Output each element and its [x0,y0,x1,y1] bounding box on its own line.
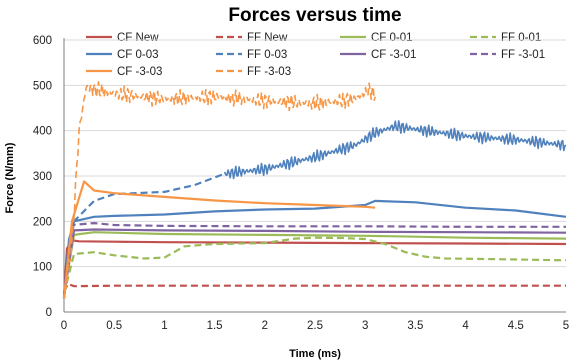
series-line-5 [62,172,225,299]
y-tick-label: 500 [33,80,52,92]
chart-legend: CF New FF New CF 0-01 FF 0-01 CF 0-03 FF 0-03… [86,32,545,78]
x-tick-label: 1 [161,320,167,332]
x-tick-label: 4 [462,320,469,332]
series-line-0 [62,239,567,299]
y-tick-label: 100 [33,262,52,274]
series-line-10 [63,81,376,299]
legend-label: FF New [247,32,288,44]
legend-label: FF 0-01 [501,32,541,44]
legend-label: FF -3-03 [247,66,291,78]
gridlines [64,39,566,268]
x-tick-label: 2 [262,320,268,332]
series-line-6 [223,120,567,180]
y-tick-label: 600 [33,35,52,47]
chart-title: Forces versus time [228,5,401,26]
series-lines [62,81,567,299]
x-axis-title: Time (ms) [289,348,341,360]
series-line-9 [62,180,376,299]
legend-label: CF 0-01 [371,32,413,44]
x-tick-label: 0 [61,320,67,332]
series-line-3 [62,236,567,295]
x-tick-label: 1.5 [207,320,223,332]
legend-label: CF 0-03 [117,49,159,61]
series-line-2 [62,231,567,295]
series-line-4 [62,199,567,299]
series-line-1 [63,282,566,293]
legend-label: FF -3-01 [501,49,545,61]
x-tick-label: 5 [563,320,569,332]
x-tick-label: 4.5 [508,320,524,332]
y-tick-label: 0 [46,307,52,319]
x-tick-label: 0.5 [106,320,122,332]
y-tick-label: 400 [33,126,52,138]
legend-label: CF New [117,32,159,44]
series-line-8 [62,222,566,295]
legend-label: CF -3-03 [117,66,162,78]
y-axis-title: Force (N/mm) [4,142,16,213]
x-tick-label: 2.5 [307,320,323,332]
tick-labels: 0 100 200 300 400 500 600 0 0.5 1 1.5 2 2.5 3 3.5 4 4.5 5 [33,35,569,332]
legend-label: CF -3-01 [371,49,416,61]
x-tick-label: 3.5 [407,320,423,332]
axes [63,38,566,313]
series-line-7 [62,228,567,295]
legend-label: FF 0-03 [247,49,287,61]
y-tick-label: 300 [33,171,52,183]
y-tick-label: 200 [33,216,52,228]
x-tick-label: 3 [362,320,368,332]
